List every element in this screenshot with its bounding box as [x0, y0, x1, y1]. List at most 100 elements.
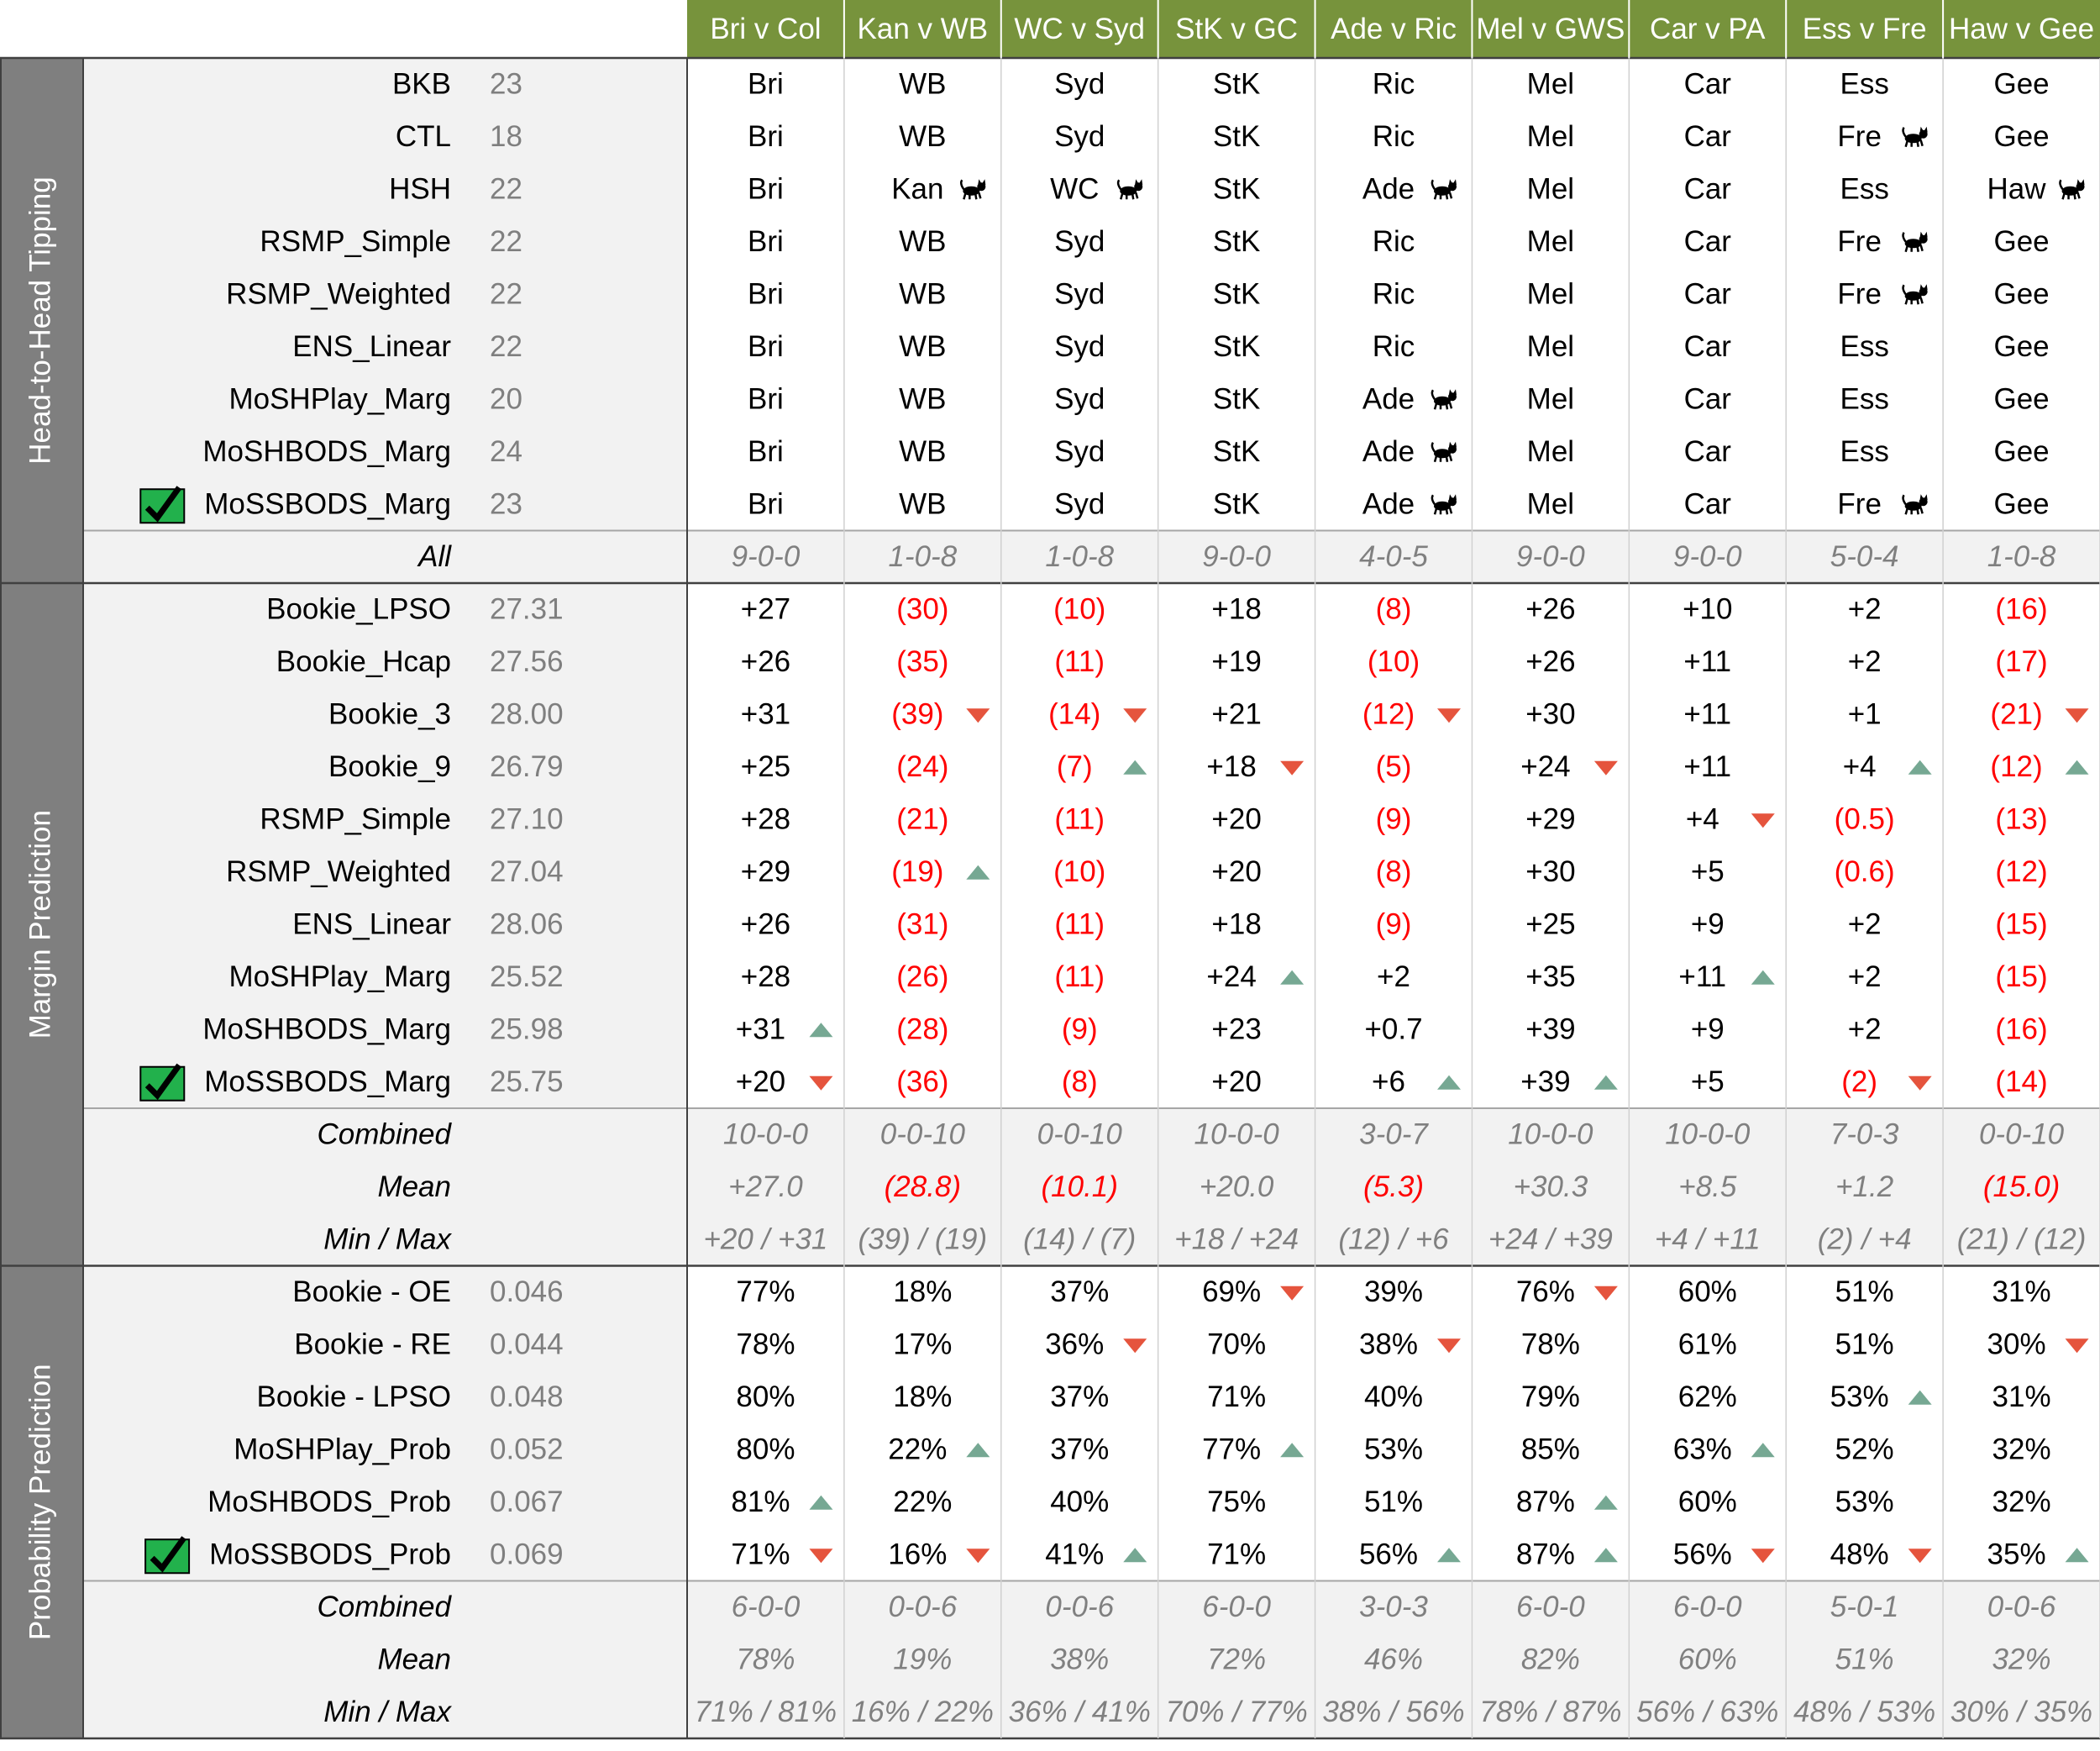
cell-value: (17)	[1995, 645, 2047, 678]
summary-value: 3-0-3	[1359, 1591, 1428, 1623]
cell-value: Bri	[748, 225, 784, 258]
model-score: 25.98	[490, 1013, 564, 1046]
arrow-down	[1908, 1549, 1932, 1564]
summary-value: 72%	[1207, 1643, 1266, 1676]
cat-body	[2061, 186, 2079, 196]
cell-value: Mel	[1527, 488, 1574, 521]
cell-value: 79%	[1521, 1380, 1580, 1413]
upset-cat-icon	[1902, 494, 1928, 515]
cat-ears	[2076, 179, 2085, 186]
cell-value: Mel	[1527, 435, 1574, 468]
cell-value: 31%	[1992, 1275, 2051, 1308]
winner-check	[150, 1536, 186, 1573]
model-name-bg	[83, 688, 687, 741]
cell-value: (36)	[896, 1065, 948, 1098]
cat-body	[1434, 186, 1451, 196]
cell-value: +25	[1525, 908, 1575, 941]
cell-value: StK	[1213, 120, 1260, 153]
cell-value: Car	[1684, 330, 1732, 363]
model-name: Bookie_9	[328, 750, 451, 783]
cell-value: 48%	[1830, 1538, 1889, 1571]
summary-value: 9-0-0	[732, 540, 801, 573]
content: Bri v Col Kan v WB WC v Syd StK v GC Ade v R…	[24, 13, 2094, 1728]
cell-value: Car	[1684, 225, 1732, 258]
summary-label: Min / Max	[323, 1223, 452, 1256]
cell-value: WB	[899, 330, 946, 363]
cell-value: 36%	[1045, 1328, 1104, 1361]
summary-value: +8.5	[1678, 1170, 1737, 1203]
cell-value: Car	[1684, 173, 1732, 206]
cell-value: StK	[1213, 330, 1260, 363]
summary-value: (12) / +6	[1338, 1223, 1449, 1256]
cell-value: Ric	[1373, 278, 1415, 311]
cell-value: 30%	[1987, 1328, 2046, 1361]
upset-cat-icon	[1902, 126, 1928, 148]
cell-value: Syd	[1054, 383, 1105, 416]
arrow-up	[809, 1023, 833, 1038]
cell-value: (9)	[1376, 908, 1412, 941]
cell-value: +11	[1683, 750, 1731, 783]
cell-value: StK	[1213, 488, 1260, 521]
summary-value: 30% / 35%	[1950, 1696, 2092, 1728]
cell-value: Bri	[748, 330, 784, 363]
summary-label: Combined	[317, 1118, 452, 1151]
model-score: 0.048	[490, 1380, 564, 1413]
model-name-bg	[83, 583, 687, 636]
cell-value: (11)	[1054, 803, 1105, 836]
cell-value: WB	[899, 435, 946, 468]
cell-value: 60%	[1678, 1275, 1737, 1308]
cell-value: Fre	[1837, 225, 1882, 258]
cell-value: Syd	[1054, 68, 1105, 101]
model-score: 27.10	[490, 803, 564, 836]
cell-value: Ade	[1362, 173, 1415, 206]
cell-value: 40%	[1050, 1485, 1109, 1518]
cell-value: 87%	[1516, 1538, 1575, 1571]
cell-value: 18%	[893, 1380, 952, 1413]
cell-value: 18%	[893, 1275, 952, 1308]
cell-value: (28)	[896, 1013, 948, 1046]
model-name-bg	[83, 1003, 687, 1056]
cell-value: +11	[1683, 645, 1731, 678]
header-bar	[687, 0, 2100, 58]
cell-value: Ess	[1840, 383, 1888, 416]
cat-tail	[1902, 284, 1907, 295]
cell-value: +26	[741, 908, 790, 941]
model-name-bg	[83, 1370, 687, 1423]
cell-value: 62%	[1678, 1380, 1737, 1413]
cell-value: Gee	[1993, 68, 2049, 101]
cell-value: Syd	[1054, 278, 1105, 311]
match-header: StK v GC	[1175, 13, 1298, 45]
cell-value: +26	[741, 645, 790, 678]
arrow-down	[2065, 708, 2089, 723]
summary-value: 0-0-6	[1987, 1591, 2056, 1623]
model-name: MoSHBODS_Prob	[207, 1485, 451, 1518]
summary-value: +20 / +31	[703, 1223, 827, 1256]
match-header: Ade v Ric	[1331, 13, 1457, 45]
model-score: 28.00	[490, 698, 564, 731]
cat-legs	[1904, 139, 1924, 148]
summary-value: +4 / +11	[1655, 1223, 1761, 1256]
match-header: Haw v Gee	[1949, 13, 2094, 45]
cell-value: +18	[1211, 908, 1261, 941]
model-score: 22	[490, 173, 522, 206]
model-name: ENS_Linear	[292, 330, 451, 363]
match-header: Ess v Fre	[1803, 13, 1927, 45]
model-name: Bookie - RE	[294, 1328, 451, 1361]
cell-value: 37%	[1050, 1433, 1109, 1466]
summary-value: (15.0)	[1983, 1170, 2060, 1203]
upset-cat-icon	[1116, 179, 1143, 200]
arrow-down	[809, 1075, 833, 1091]
model-name: MoSHBODS_Marg	[202, 435, 451, 468]
cell-value: Ade	[1362, 435, 1415, 468]
cell-value: (10)	[1053, 855, 1105, 888]
cell-value: 71%	[1207, 1538, 1266, 1571]
cell-value: (14)	[1048, 698, 1100, 731]
model-name: RSMP_Weighted	[226, 278, 451, 311]
cell-value: +20	[1211, 855, 1261, 888]
cell-value: Car	[1684, 278, 1732, 311]
cell-value: Syd	[1054, 330, 1105, 363]
arrow-down	[966, 708, 990, 723]
summary-value: 7-0-3	[1830, 1118, 1899, 1151]
cell-value: 17%	[893, 1328, 952, 1361]
